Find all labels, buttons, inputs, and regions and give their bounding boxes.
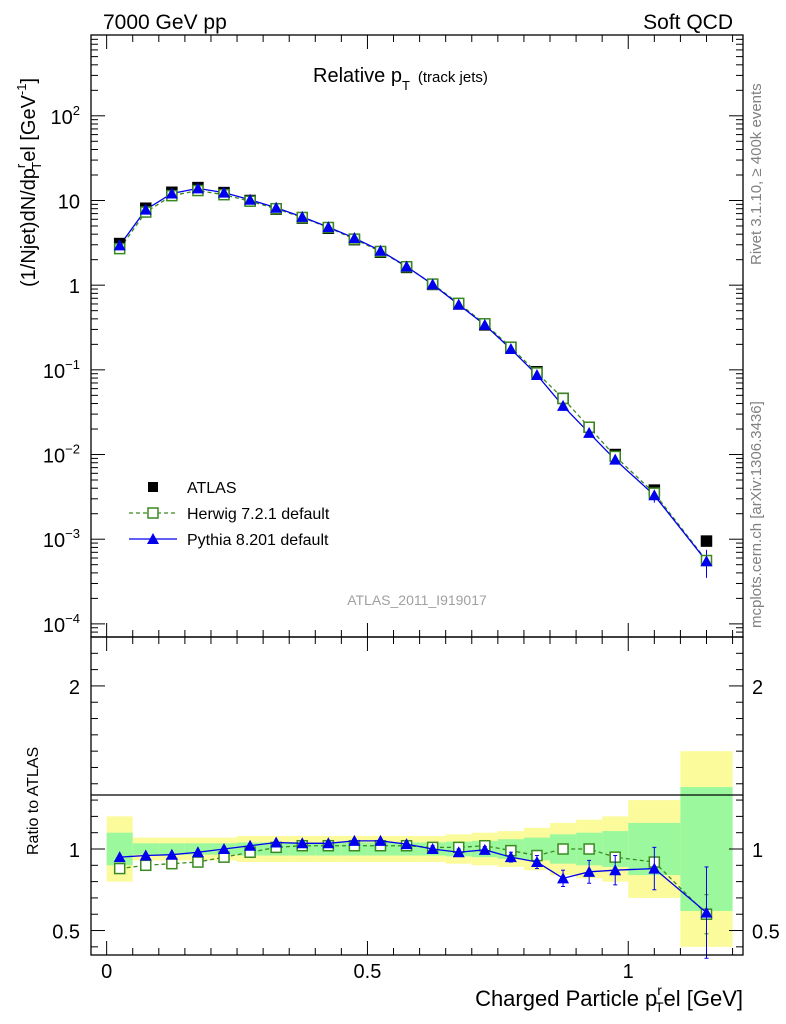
ratio-point-pythia — [348, 834, 361, 846]
ratio-point-pythia — [374, 834, 387, 846]
data-point-pythia — [348, 232, 361, 244]
data-point-pythia — [478, 318, 491, 330]
ratio-line — [119, 840, 707, 914]
main-series — [113, 181, 713, 578]
x-tick-label: 1 — [623, 961, 634, 983]
y-tick-label: 0.5 — [52, 922, 80, 944]
ratio-line — [119, 845, 707, 915]
ratio-point-pythia — [191, 846, 204, 858]
data-point-pythia — [700, 555, 713, 567]
data-point-pythia — [296, 210, 309, 222]
data-point-pythia — [113, 239, 126, 251]
x-tick-label: 0 — [101, 961, 112, 983]
series-line — [119, 187, 707, 562]
data-point-pythia — [270, 201, 283, 213]
x-tick-label: 0.5 — [354, 961, 382, 983]
y-tick-label: 10 — [58, 191, 80, 213]
ratio-ticks: 0 0.5 1 0.5 0.5 1 1 2 2 — [52, 637, 780, 983]
ratio-x-label: Charged Particle pr Tel [GeV] — [475, 982, 743, 1015]
y-tick-label: 10−4 — [43, 611, 80, 637]
main-ticks: 102 10 1 10−1 10−2 10−3 10−4 — [43, 34, 743, 638]
data-point-pythia — [322, 221, 335, 233]
y-tick-label: 1 — [752, 840, 763, 862]
main-y-label: (1/Njet)dN/dprTel [GeV-1] — [13, 78, 44, 287]
data-point-pythia — [557, 399, 570, 411]
data-point-pythia — [218, 186, 231, 198]
legend-label-atlas: ATLAS — [187, 480, 237, 497]
data-point-pythia — [648, 489, 661, 501]
legend-marker-atlas — [148, 482, 158, 492]
main-panel: Relative pT (track jets) (1/Njet)dN/dprTe… — [13, 34, 744, 638]
data-point-pythia — [426, 278, 439, 290]
ratio-point-pythia — [530, 856, 543, 868]
y-tick-label: 102 — [51, 103, 80, 129]
ratio-point-herwig — [583, 843, 595, 855]
ratio-point-pythia — [648, 862, 661, 874]
y-tick-label: 2 — [752, 677, 763, 699]
legend-marker-herwig — [147, 507, 159, 519]
header-right: Soft QCD — [643, 11, 733, 34]
data-point-pythia — [609, 453, 622, 465]
ratio-point-pythia — [270, 836, 283, 848]
ratio-point-herwig — [140, 859, 152, 872]
ratio-frame — [90, 636, 744, 956]
data-point-atlas — [700, 535, 713, 547]
ratio-point-pythia — [139, 849, 152, 861]
data-point-pythia — [244, 193, 257, 205]
uncertainty-band-inner — [132, 843, 159, 855]
ratio-point-herwig — [166, 857, 178, 870]
ratio-point-pythia — [296, 837, 309, 849]
data-point-pythia — [165, 187, 178, 199]
ratio-panel: 0 0.5 1 0.5 0.5 1 1 2 2 Ratio to ATLAS Charged P… — [25, 636, 780, 1015]
y-tick-label: 1 — [69, 276, 80, 298]
y-tick-label: 2 — [69, 677, 80, 699]
ratio-point-herwig — [113, 862, 126, 875]
side-label-mcplots: mcplots.cern.ch [arXiv:1306.3436] — [748, 401, 765, 628]
main-title: Relative pT (track jets) — [313, 65, 488, 93]
y-tick-label: 1 — [69, 840, 80, 862]
data-point-pythia — [530, 368, 543, 380]
side-label-rivet: Rivet 3.1.10, ≥ 400k events — [748, 83, 765, 265]
data-point-pythia — [504, 343, 517, 355]
ratio-bands — [106, 751, 733, 947]
ratio-point-pythia — [452, 846, 465, 858]
legend-marker-pythia — [147, 533, 159, 544]
ratio-point-pythia — [583, 865, 596, 877]
ratio-point-herwig — [557, 843, 569, 855]
ratio-point-pythia — [504, 851, 517, 863]
ratio-point-pythia — [557, 872, 570, 884]
ratio-point-herwig — [192, 856, 204, 868]
ratio-y-label: Ratio to ATLAS — [25, 747, 42, 855]
ratio-point-pythia — [400, 838, 413, 850]
y-tick-label: 10−1 — [43, 357, 80, 383]
ratio-point-pythia — [426, 843, 439, 854]
y-tick-label: 10−2 — [43, 442, 80, 468]
ratio-point-pythia — [218, 843, 231, 854]
ratio-point-pythia — [113, 851, 126, 863]
data-point-pythia — [400, 260, 413, 272]
ratio-point-pythia — [700, 906, 713, 918]
y-tick-label: 10−3 — [43, 526, 80, 552]
legend: ATLAS Herwig 7.2.1 default Pythia 8.201 … — [129, 480, 330, 549]
data-point-pythia — [139, 203, 152, 215]
ratio-point-pythia — [609, 864, 622, 876]
header-left: 7000 GeV pp — [103, 11, 227, 34]
ratio-point-pythia — [322, 837, 335, 849]
data-point-pythia — [583, 426, 596, 438]
analysis-tag: ATLAS_2011_I919017 — [347, 592, 487, 608]
y-tick-label: 0.5 — [752, 922, 780, 944]
data-point-pythia — [191, 182, 204, 194]
legend-label-herwig: Herwig 7.2.1 default — [187, 506, 330, 523]
data-point-pythia — [452, 298, 465, 310]
legend-label-pythia: Pythia 8.201 default — [187, 532, 329, 549]
ratio-point-pythia — [244, 839, 257, 851]
data-point-pythia — [374, 244, 387, 256]
ratio-point-pythia — [478, 843, 491, 855]
ratio-series — [113, 834, 713, 959]
ratio-point-pythia — [165, 848, 178, 860]
